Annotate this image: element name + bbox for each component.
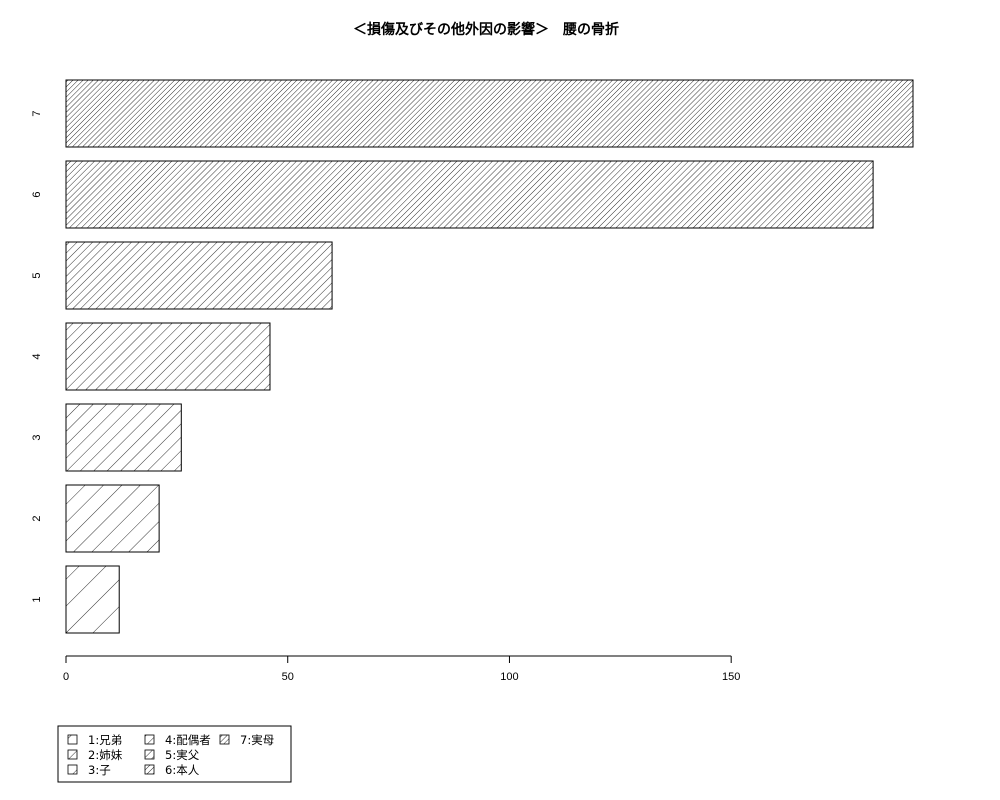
- legend-entry-1: 1:兄弟: [88, 733, 122, 747]
- bar-6: [65, 160, 874, 229]
- legend-box: [57, 725, 292, 783]
- legend-swatch-4: [144, 734, 155, 745]
- y-tick-label-7: 7: [31, 110, 43, 116]
- x-tick-label-100: 100: [500, 671, 518, 683]
- bar-7: [65, 79, 914, 148]
- y-tick-label-2: 2: [31, 515, 43, 521]
- legend-entry-7: 7:実母: [240, 733, 274, 747]
- x-tick-label-150: 150: [722, 671, 740, 683]
- legend-entry-5: 5:実父: [165, 748, 200, 762]
- legend-swatch-3: [67, 764, 78, 775]
- y-tick-label-6: 6: [31, 191, 43, 197]
- bar-2: [65, 484, 160, 553]
- legend-swatch-2: [67, 749, 78, 760]
- legend-swatch-7: [219, 734, 230, 745]
- y-tick-labels: 1 2 3 4 5 6 7: [31, 110, 43, 602]
- x-tick-label-0: 0: [63, 671, 69, 683]
- bar-5: [65, 241, 333, 310]
- x-tick-label-50: 50: [282, 671, 294, 683]
- bar-1: [65, 565, 120, 634]
- y-tick-label-3: 3: [31, 434, 43, 440]
- legend-entry-3: 3:子: [88, 763, 111, 777]
- y-tick-label-1: 1: [31, 596, 43, 602]
- legend-entry-4: 4:配偶者: [165, 733, 211, 747]
- chart-title: ＜損傷及びその他外因の影響＞ 腰の骨折: [353, 21, 619, 38]
- legend-swatch-5: [144, 749, 155, 760]
- legend-swatch-1: [67, 734, 78, 745]
- x-axis: 0 50 100 150: [63, 655, 740, 683]
- legend-entry-2: 2:姉妹: [88, 748, 123, 762]
- bars-group: [65, 79, 914, 634]
- bar-3: [65, 403, 182, 472]
- bar-4: [65, 322, 271, 391]
- y-tick-label-5: 5: [31, 272, 43, 278]
- legend-swatch-6: [144, 764, 155, 775]
- y-tick-label-4: 4: [31, 353, 43, 359]
- legend-entry-6: 6:本人: [165, 763, 200, 777]
